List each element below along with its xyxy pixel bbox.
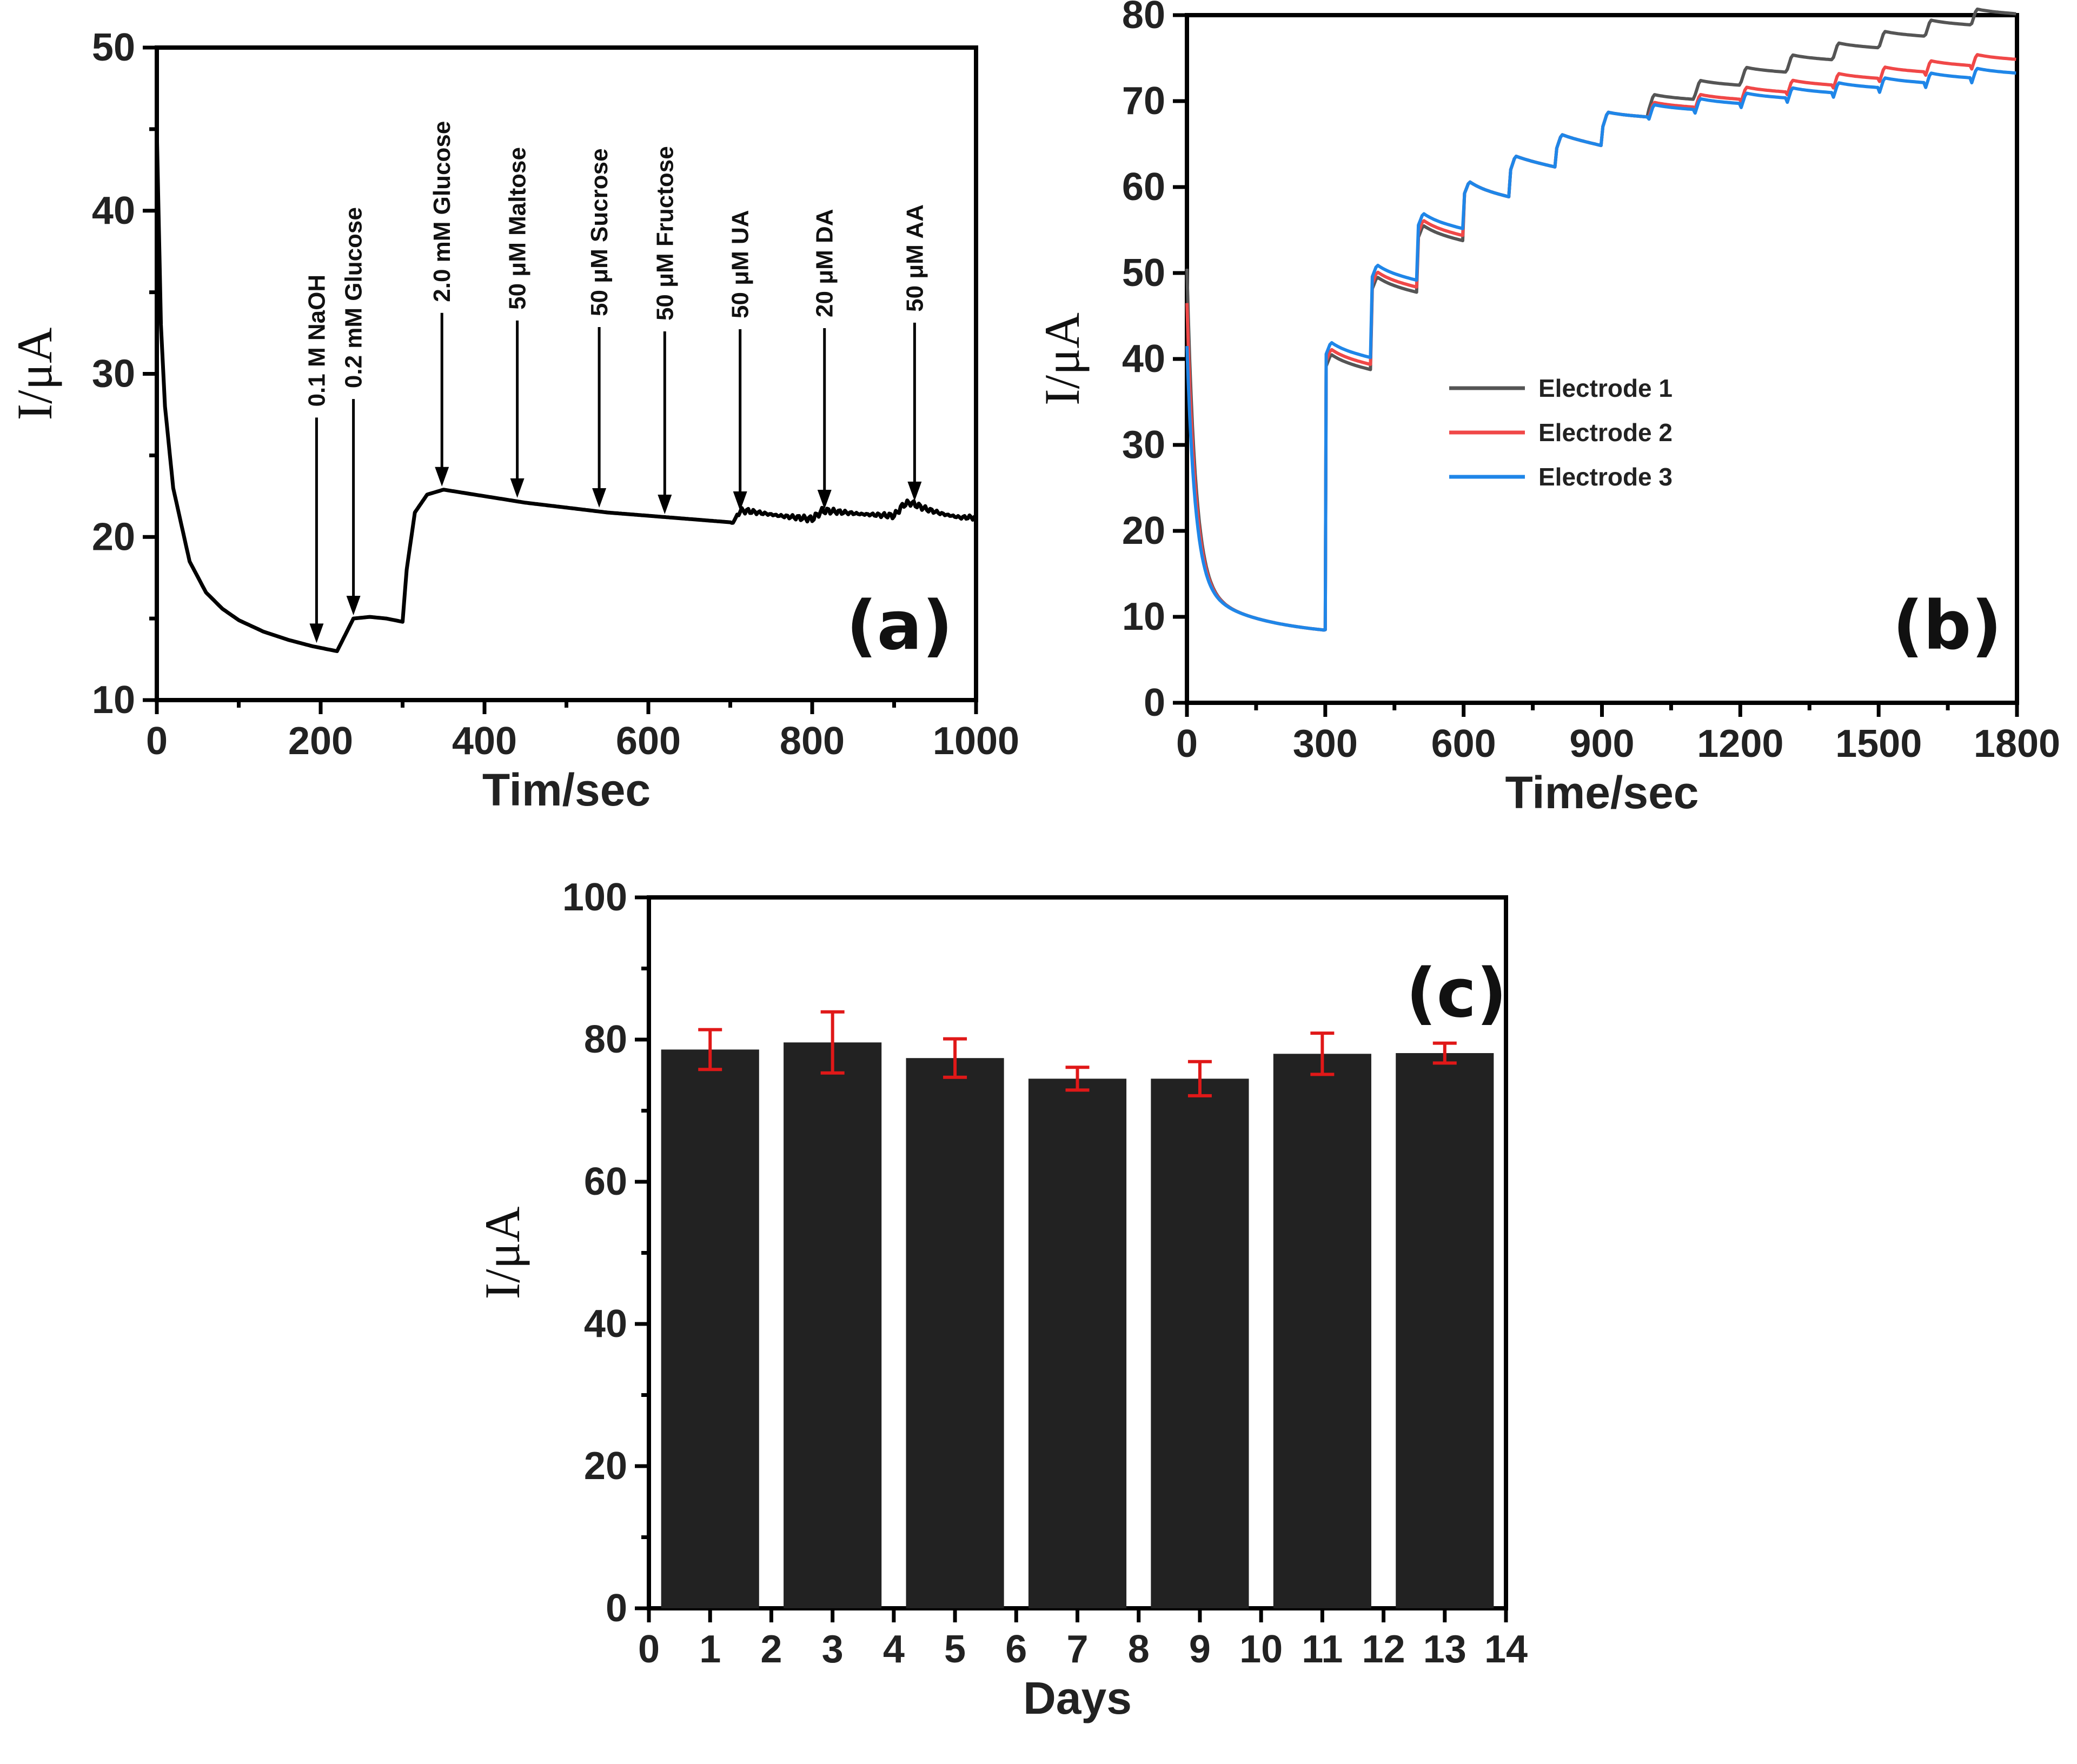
annotation-label: 0.1 M NaOH: [303, 275, 330, 407]
x-tick-label: 13: [1423, 1628, 1466, 1671]
x-tick-label: 4: [883, 1628, 905, 1671]
x-tick-label: 5: [944, 1628, 966, 1671]
series-line-current: [155, 129, 977, 653]
y-tick-label: 80: [1122, 0, 1165, 37]
y-tick-label: 30: [92, 352, 135, 396]
y-tick-label: 10: [1122, 595, 1165, 638]
y-axis-title: I/μA: [1034, 312, 1090, 405]
bar-day-7: [1028, 1079, 1127, 1608]
x-tick-label: 3: [822, 1628, 844, 1671]
y-axis-title: I/μA: [475, 1207, 530, 1300]
x-tick-label: 14: [1484, 1628, 1528, 1671]
annotation-label: 50 μM AA: [901, 204, 928, 312]
x-tick-label: 2: [760, 1628, 782, 1671]
y-tick-label: 20: [584, 1445, 627, 1488]
y-tick-label: 0: [606, 1587, 627, 1630]
y-tick-label: 20: [1122, 509, 1165, 553]
x-tick-label: 7: [1066, 1628, 1088, 1671]
y-tick-label: 100: [562, 876, 627, 919]
annotation-label: 20 μM DA: [812, 209, 838, 317]
annotation-label: 2.0 mM Glucose: [429, 121, 455, 302]
panel-c-label: (c): [1406, 955, 1507, 1033]
x-tick-label: 9: [1189, 1628, 1211, 1671]
y-tick-label: 70: [1122, 79, 1165, 123]
panel-a-chart: 0 200 400 600 800 1000 10 20 30 40 50 Tim/sec I/μA 0.…: [7, 26, 1019, 815]
annotation-label: 0.2 mM Glucose: [341, 207, 367, 388]
legend-label-electrode-2: Electrode 2: [1538, 418, 1673, 447]
annotation-arrowhead: [435, 467, 449, 487]
bar-day-1: [661, 1049, 759, 1608]
annotation-arrowhead: [817, 489, 832, 509]
x-tick-label: 1800: [1974, 722, 2060, 765]
annotation-arrowhead: [658, 495, 672, 515]
x-tick-label: 200: [288, 720, 353, 763]
annotation-label: 50 μM Maltose: [505, 147, 531, 310]
annotation-arrowhead: [907, 481, 922, 501]
x-tick-label: 1200: [1697, 722, 1783, 765]
y-tick-label: 20: [92, 515, 135, 558]
x-tick-label: 0: [146, 720, 168, 763]
x-axis-title: Days: [1023, 1673, 1132, 1723]
x-tick-label: 1500: [1835, 722, 1922, 765]
y-tick-label: 60: [584, 1160, 627, 1203]
y-tick-label: 40: [584, 1302, 627, 1346]
panel-b-chart: 0 300 600 900 1200 1500 1800 0 10 20 30 40 50 60 70 80 T…: [1034, 0, 2060, 818]
y-tick-label: 40: [92, 189, 135, 232]
panel-b-label: (b): [1893, 587, 2002, 665]
panel-a-label: (a): [846, 587, 953, 665]
bar-day-3: [784, 1042, 882, 1608]
x-tick-label: 800: [780, 720, 845, 763]
y-tick-label: 60: [1122, 165, 1165, 209]
panel-b-legend: Electrode 1 Electrode 2 Electrode 3: [1449, 374, 1673, 491]
y-tick-label: 50: [1122, 251, 1165, 295]
y-tick-label: 30: [1122, 423, 1165, 467]
x-tick-label: 11: [1302, 1628, 1343, 1671]
x-axis-title: Time/sec: [1505, 767, 1698, 818]
annotation-arrowhead: [592, 488, 607, 508]
annotation-label: 50 μM UA: [727, 210, 754, 318]
y-axis-title: I/μA: [7, 328, 62, 421]
annotation-arrowhead: [309, 623, 324, 643]
x-tick-label: 10: [1239, 1628, 1283, 1671]
x-tick-label: 300: [1293, 722, 1358, 765]
series-line-electrode-3: [1185, 66, 2016, 632]
series-line-electrode-1: [1185, 7, 2016, 632]
x-axis-title: Tim/sec: [482, 764, 651, 815]
bar-day-13: [1396, 1053, 1494, 1608]
bar-day-11: [1273, 1054, 1371, 1608]
y-tick-label: 40: [1122, 337, 1165, 381]
x-tick-label: 1: [699, 1628, 721, 1671]
x-tick-label: 600: [616, 720, 681, 763]
x-tick-label: 0: [638, 1628, 660, 1671]
x-tick-label: 6: [1005, 1628, 1027, 1671]
y-tick-label: 80: [584, 1018, 627, 1061]
x-tick-label: 900: [1569, 722, 1634, 765]
x-tick-label: 0: [1176, 722, 1198, 765]
x-tick-label: 12: [1362, 1628, 1405, 1671]
annotation-arrowhead: [346, 596, 361, 616]
x-tick-label: 1000: [933, 720, 1019, 763]
bar-day-5: [906, 1058, 1004, 1608]
bar-day-9: [1151, 1079, 1249, 1608]
annotation-label: 50 μM Fructose: [652, 146, 678, 321]
annotation-label: 50 μM Sucrose: [586, 148, 613, 316]
y-tick-label: 50: [92, 26, 135, 69]
annotation-arrowhead: [510, 478, 525, 498]
legend-label-electrode-1: Electrode 1: [1538, 374, 1673, 402]
y-tick-label: 10: [92, 678, 135, 722]
annotation-arrowhead: [733, 491, 747, 511]
x-tick-label: 8: [1128, 1628, 1150, 1671]
legend-label-electrode-3: Electrode 3: [1538, 463, 1673, 491]
x-tick-label: 600: [1431, 722, 1496, 765]
x-tick-label: 400: [452, 720, 517, 763]
y-tick-label: 0: [1144, 681, 1165, 724]
